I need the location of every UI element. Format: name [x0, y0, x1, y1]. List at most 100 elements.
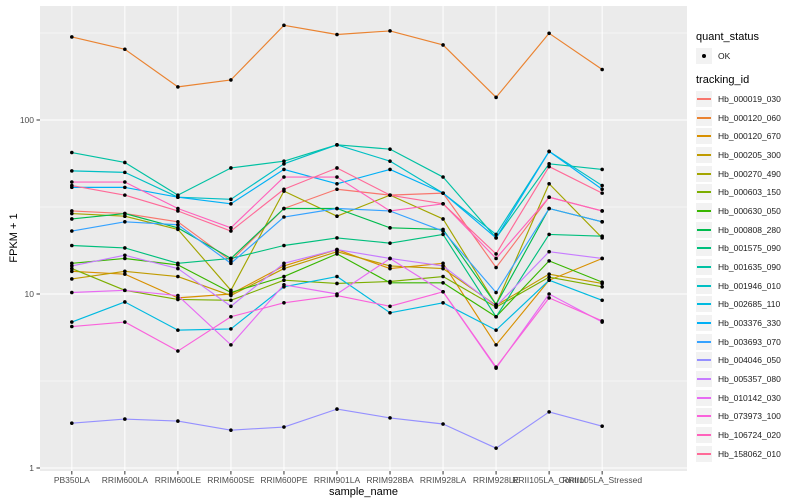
data-point-Hb_158062_010 [547, 164, 551, 169]
legend-item-Hb_003693_070: Hb_003693_070 [696, 333, 781, 351]
legend-line-icon [697, 284, 711, 287]
legend-item-label: Hb_005357_080 [718, 374, 781, 385]
legend-line-icon [697, 415, 711, 418]
legend-key-box [696, 333, 712, 350]
data-point-Hb_002685_110 [335, 274, 339, 279]
data-point-Hb_010142_030 [282, 282, 286, 287]
legend-item-Hb_001946_010: Hb_001946_010 [696, 277, 781, 295]
data-point-Hb_000808_280 [70, 217, 74, 221]
data-point-Hb_158062_010 [441, 201, 445, 206]
data-point-Hb_000630_050 [388, 280, 392, 285]
x-tick-label: RRIM600SE [207, 475, 255, 485]
data-point-Hb_001946_010 [123, 170, 127, 175]
data-point-Hb_003376_330 [600, 187, 604, 192]
data-point-Hb_106724_020 [600, 209, 604, 213]
data-point-Hb_001575_090 [441, 232, 445, 237]
legend-item-Hb_000603_150: Hb_000603_150 [696, 183, 781, 201]
legend-item-label: Hb_000120_670 [718, 131, 781, 142]
data-point-Hb_000270_490 [123, 214, 127, 218]
data-point-Hb_001946_010 [335, 143, 339, 147]
data-point-Hb_000808_280 [388, 226, 392, 230]
legend-item-Hb_000270_490: Hb_000270_490 [696, 165, 781, 183]
data-point-Hb_073973_100 [600, 319, 604, 323]
data-point-Hb_158062_010 [494, 252, 498, 256]
legend-key-box [696, 315, 712, 332]
data-point-Hb_002685_110 [176, 328, 180, 332]
data-point-Hb_000630_050 [282, 274, 286, 279]
legend-line-icon [697, 378, 711, 381]
data-point-Hb_001635_090 [229, 166, 233, 170]
data-point-Hb_001635_090 [547, 162, 551, 166]
data-point-Hb_005357_080 [441, 264, 445, 268]
data-point-Hb_003376_330 [229, 201, 233, 206]
data-point-Hb_158062_010 [282, 187, 286, 192]
legend-item-label: Hb_001635_090 [718, 262, 781, 273]
data-point-Hb_003376_330 [123, 185, 127, 190]
x-tick-label: RRIM600PE [260, 475, 308, 485]
data-point-Hb_001635_090 [600, 167, 604, 172]
legend-line-icon [697, 210, 711, 213]
data-point-Hb_002685_110 [123, 300, 127, 304]
legend-item-label: Hb_003376_330 [718, 318, 781, 329]
legend-item-label: Hb_000019_030 [718, 94, 781, 104]
legend-item-label: Hb_000603_150 [718, 187, 781, 198]
data-point-Hb_005357_080 [335, 247, 339, 252]
legend-item-Hb_106724_020: Hb_106724_020 [696, 426, 781, 444]
data-point-Hb_002685_110 [229, 327, 233, 331]
data-point-Hb_000205_300 [441, 266, 445, 271]
data-point-Hb_106724_020 [229, 226, 233, 230]
data-point-Hb_005357_080 [494, 304, 498, 309]
data-point-Hb_005357_080 [123, 253, 127, 258]
data-point-Hb_000120_060 [70, 35, 74, 39]
data-point-Hb_002685_110 [494, 328, 498, 332]
y-tick-label: 1 [29, 463, 34, 473]
data-point-Hb_000630_050 [335, 252, 339, 256]
data-point-Hb_000120_670 [388, 266, 392, 271]
data-point-Hb_158062_010 [176, 209, 180, 213]
data-point-Hb_000205_300 [70, 277, 74, 281]
data-point-Hb_005357_080 [600, 256, 604, 261]
data-point-Hb_000603_150 [229, 298, 233, 303]
point-icon [702, 54, 706, 58]
data-point-Hb_010142_030 [123, 288, 127, 293]
data-point-Hb_003693_070 [229, 261, 233, 266]
legend-key-box [696, 445, 712, 462]
data-point-Hb_001946_010 [388, 159, 392, 163]
data-point-Hb_106724_020 [176, 206, 180, 211]
data-point-Hb_073973_100 [176, 349, 180, 353]
legend-line-icon [697, 135, 711, 138]
data-point-Hb_106724_020 [335, 175, 339, 179]
legend-key-box [696, 184, 712, 201]
x-tick-label: RRII105LA_Control [512, 475, 586, 485]
data-point-Hb_073973_100 [229, 314, 233, 319]
data-point-Hb_005357_080 [70, 264, 74, 268]
data-point-Hb_106724_020 [70, 180, 74, 184]
data-point-Hb_000630_050 [229, 290, 233, 295]
x-tick-label: RRIM928BA [366, 475, 414, 485]
data-point-Hb_001946_010 [600, 183, 604, 188]
x-tick-label: RRIM600LE [155, 475, 202, 485]
y-axis-title: FPKM + 1 [8, 213, 20, 263]
legend-key-box [696, 389, 712, 406]
data-point-Hb_073973_100 [494, 365, 498, 369]
data-point-Hb_001946_010 [70, 169, 74, 173]
legend-line-icon [697, 452, 711, 455]
x-axis-title: sample_name [328, 486, 399, 498]
data-point-Hb_000808_280 [123, 211, 127, 216]
legend-line-icon [697, 266, 711, 269]
legend-item-label: Hb_073973_100 [718, 411, 781, 422]
legend-key-box [696, 203, 712, 220]
legend-item-Hb_158062_010: Hb_158062_010 [696, 445, 781, 463]
data-point-Hb_003376_330 [335, 181, 339, 186]
data-point-Hb_003693_070 [282, 215, 286, 219]
x-tick-label: RRIM901LA [314, 475, 361, 485]
legend-item-label: OK [718, 51, 731, 61]
data-point-Hb_158062_010 [600, 191, 604, 195]
data-point-Hb_004046_050 [229, 428, 233, 432]
legend-key-box [696, 371, 712, 388]
data-point-Hb_003693_070 [547, 206, 551, 211]
legend-key-box [696, 48, 712, 64]
data-point-Hb_010142_030 [176, 293, 180, 298]
plot-panel-background [40, 6, 687, 471]
legend-key-box [696, 259, 712, 276]
